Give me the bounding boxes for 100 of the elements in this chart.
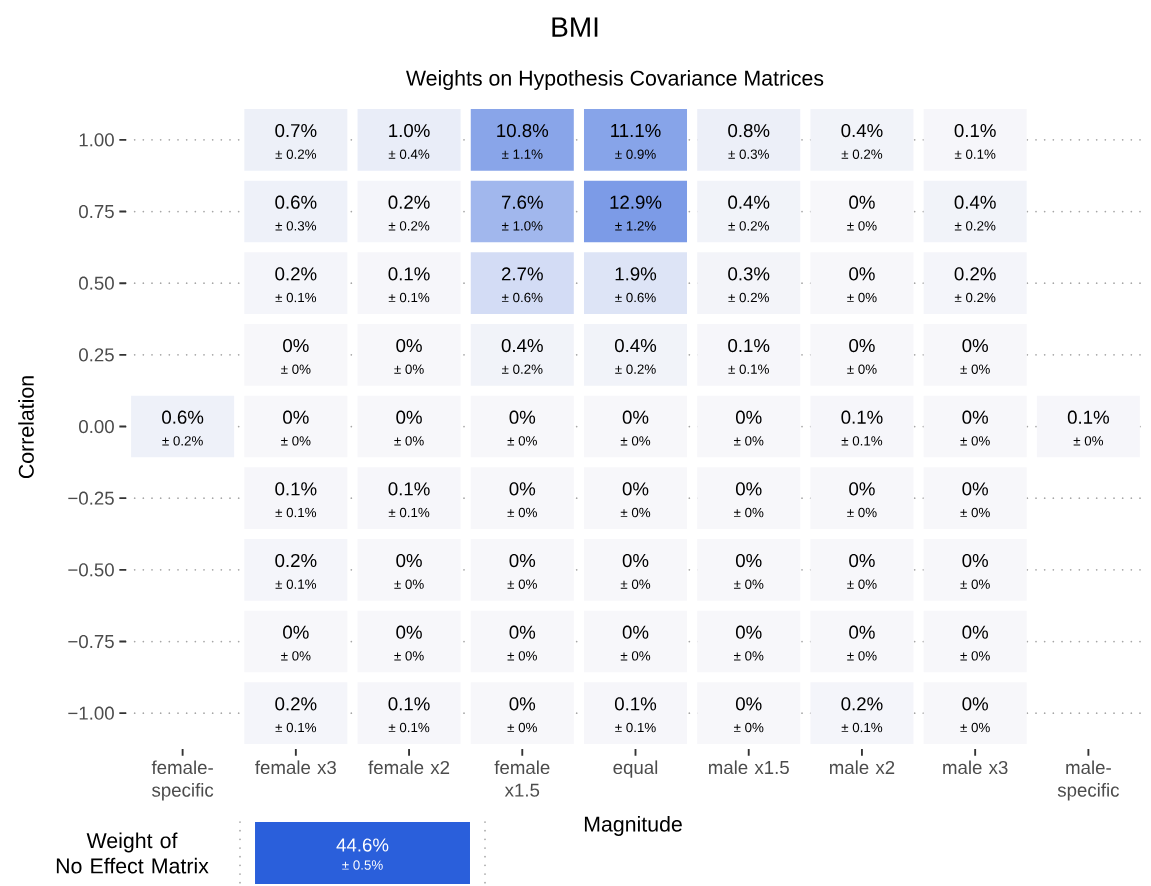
annotation: ± 0.2% — [162, 436, 203, 446]
annotation: ± 0.6% — [615, 292, 656, 303]
annotation: ± 0% — [960, 651, 990, 661]
annotation: ± 0.2% — [275, 149, 317, 159]
annotation: ± 0% — [507, 507, 537, 518]
annotation: ± 0.1% — [275, 292, 317, 303]
data-label: 10.8% — [497, 123, 549, 138]
annotation: ± 0% — [733, 507, 764, 518]
data-label: 0% — [735, 410, 762, 424]
data-label: 0% — [396, 553, 422, 568]
annotation: ± 0% — [507, 722, 537, 733]
annotation: ± 0% — [847, 364, 877, 374]
data-label: 0.2% — [388, 195, 430, 209]
data-label: 0.4% — [501, 338, 543, 353]
data-label: 0.2% — [275, 697, 317, 711]
data-label: 0.4% — [954, 195, 996, 209]
data-label: 0% — [509, 697, 536, 711]
annotation: ± 0.1% — [954, 149, 996, 159]
data-label: 44.6% — [336, 838, 389, 852]
annotation: ± 1.0% — [501, 221, 543, 231]
annotation: ± 0% — [394, 436, 424, 446]
annotation: ± 0% — [847, 579, 877, 589]
chart-title: BMI — [552, 17, 598, 37]
annotation: ± 0% — [733, 651, 764, 661]
annotation: ± 0% — [733, 579, 764, 589]
data-label: 0% — [849, 267, 875, 281]
annotation: ± 0% — [847, 292, 877, 303]
data-label: 1.9% — [615, 267, 657, 281]
annotation: ± 0.1% — [388, 507, 430, 518]
annotation: ± 0.2% — [728, 221, 769, 231]
annotation: ± 0.2% — [954, 221, 996, 231]
annotation: ± 0.1% — [841, 722, 883, 733]
data-label: 0% — [283, 338, 309, 353]
x-tick-label: male x2 — [829, 760, 895, 775]
x-tick-label: female-specific — [151, 760, 214, 801]
annotation: ± 0.2% — [388, 221, 430, 231]
annotation: ± 0% — [394, 364, 424, 374]
data-label: 0% — [962, 338, 988, 353]
category-label: Weight of No Effect Matrix — [56, 832, 209, 874]
y-tick-label: 0.75 — [79, 204, 114, 219]
annotation: ± 0% — [281, 651, 311, 661]
data-label: 11.1% — [611, 124, 661, 138]
annotation: ± 0% — [847, 221, 877, 231]
data-label: 0.1% — [388, 267, 430, 281]
annotation: ± 0.9% — [615, 149, 656, 159]
annotation: ± 0.1% — [615, 722, 656, 733]
data-label: 0% — [622, 410, 649, 424]
annotation: ± 0% — [507, 651, 537, 661]
annotation: ± 0.2% — [501, 364, 543, 374]
data-label: 0.2% — [841, 697, 883, 711]
data-label: 0% — [735, 697, 762, 711]
data-label: 0% — [962, 697, 988, 711]
x-tick-label: equal — [613, 760, 658, 778]
y-tick-label: 1.00 — [79, 133, 114, 147]
annotation: ± 0% — [847, 651, 877, 661]
annotation: ± 1.1% — [501, 149, 543, 159]
annotation: ± 0% — [281, 436, 311, 446]
data-label: 0.1% — [388, 697, 430, 711]
chart-subtitle: Weights on Hypothesis Covariance Matrices — [406, 70, 824, 90]
annotation: ± 0% — [733, 436, 764, 446]
data-label: 0% — [849, 482, 875, 496]
data-label: 12.9% — [610, 195, 662, 209]
data-label: 0.1% — [1067, 410, 1109, 424]
annotation: ± 0% — [620, 436, 651, 446]
x-tick-label: female x1.5 — [494, 760, 550, 797]
annotation: ± 0.3% — [275, 221, 317, 231]
data-label: 0.2% — [275, 267, 317, 281]
data-label: 0% — [962, 482, 988, 496]
x-tick-label: male-specific — [1057, 760, 1120, 801]
y-tick-label: −1.00 — [68, 706, 114, 720]
data-label: 0.2% — [275, 553, 317, 568]
annotation: ± 0% — [960, 364, 990, 374]
y-tick-label: −0.75 — [68, 634, 114, 649]
annotation: ± 0% — [620, 579, 651, 589]
annotation: ± 0.6% — [501, 292, 543, 303]
annotation: ± 0% — [620, 507, 651, 518]
data-label: 0% — [509, 410, 536, 424]
data-label: 0% — [396, 338, 422, 353]
data-label: 0.6% — [275, 195, 317, 209]
annotation: ± 0% — [960, 436, 990, 446]
data-label: 7.6% — [501, 195, 543, 209]
y-tick-label: −0.25 — [68, 491, 114, 505]
data-label: 0.8% — [728, 123, 770, 138]
y-tick-label: 0.50 — [79, 276, 114, 290]
annotation: ± 0% — [733, 722, 764, 733]
data-label: 0% — [622, 625, 649, 639]
annotation: ± 0% — [507, 579, 537, 589]
annotation: ± 0% — [960, 579, 990, 589]
annotation: ± 0% — [281, 364, 311, 374]
annotation: ± 0.1% — [275, 507, 317, 518]
annotation: ± 0% — [394, 651, 424, 661]
data-label: 0% — [622, 482, 649, 496]
data-label: 0.1% — [728, 338, 770, 353]
annotation: ± 0% — [960, 722, 990, 733]
y-tick-label: 0.25 — [79, 348, 114, 362]
data-label: 0.4% — [841, 123, 883, 138]
data-label: 0% — [509, 482, 536, 496]
x-tick-label: female x3 — [255, 760, 336, 775]
annotation: ± 0.1% — [728, 364, 769, 374]
annotation: ± 0% — [960, 507, 990, 518]
